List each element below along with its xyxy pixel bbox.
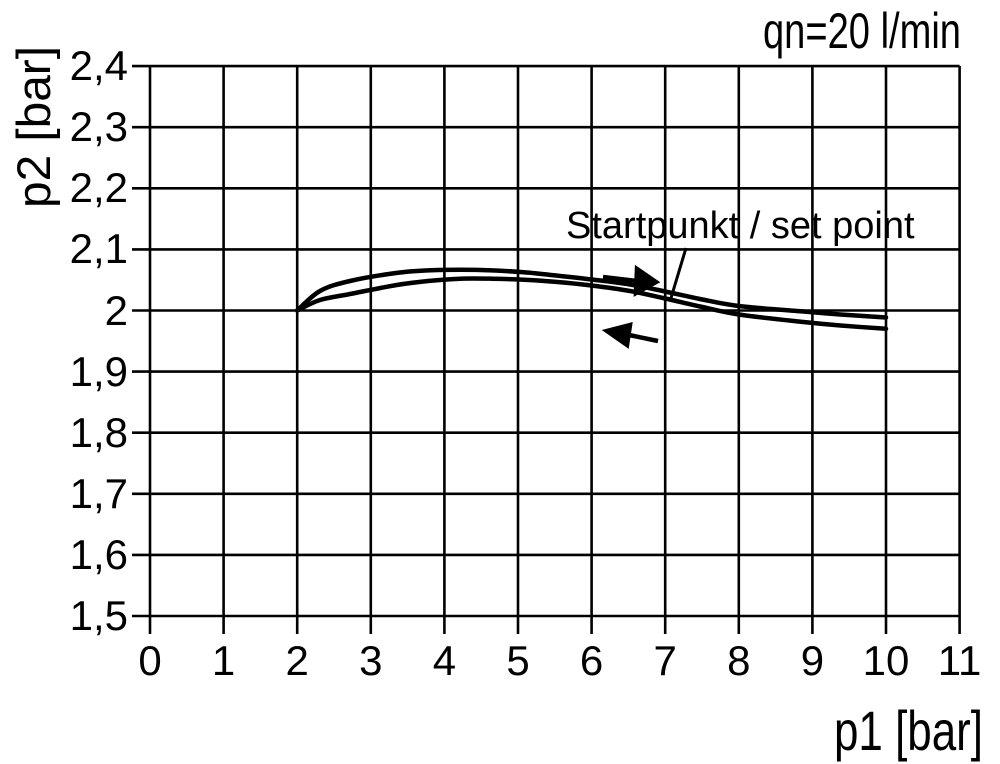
svg-text:1,9: 1,9: [70, 348, 128, 395]
svg-text:2,1: 2,1: [70, 225, 128, 272]
svg-text:4: 4: [433, 637, 456, 684]
svg-text:9: 9: [801, 637, 824, 684]
svg-text:p2 [bar]: p2 [bar]: [7, 46, 60, 208]
svg-text:1,7: 1,7: [70, 470, 128, 517]
svg-text:1,8: 1,8: [70, 409, 128, 456]
svg-text:7: 7: [654, 637, 677, 684]
svg-text:2,4: 2,4: [70, 42, 128, 89]
svg-text:2: 2: [105, 287, 128, 334]
svg-text:0: 0: [138, 637, 161, 684]
svg-text:2,2: 2,2: [70, 164, 128, 211]
svg-text:11: 11: [938, 637, 982, 684]
svg-text:3: 3: [359, 637, 382, 684]
svg-text:5: 5: [506, 637, 529, 684]
svg-text:8: 8: [727, 637, 750, 684]
svg-text:2: 2: [286, 637, 309, 684]
svg-text:qn=20 l/min: qn=20 l/min: [763, 3, 961, 59]
svg-text:2,3: 2,3: [70, 103, 128, 150]
svg-text:6: 6: [580, 637, 603, 684]
svg-text:1,5: 1,5: [70, 592, 128, 639]
svg-text:1: 1: [212, 637, 235, 684]
svg-text:1,6: 1,6: [70, 531, 128, 578]
svg-text:p1 [bar]: p1 [bar]: [834, 699, 983, 762]
svg-text:Startpunkt / set point: Startpunkt / set point: [566, 205, 915, 247]
svg-text:10: 10: [863, 637, 910, 684]
